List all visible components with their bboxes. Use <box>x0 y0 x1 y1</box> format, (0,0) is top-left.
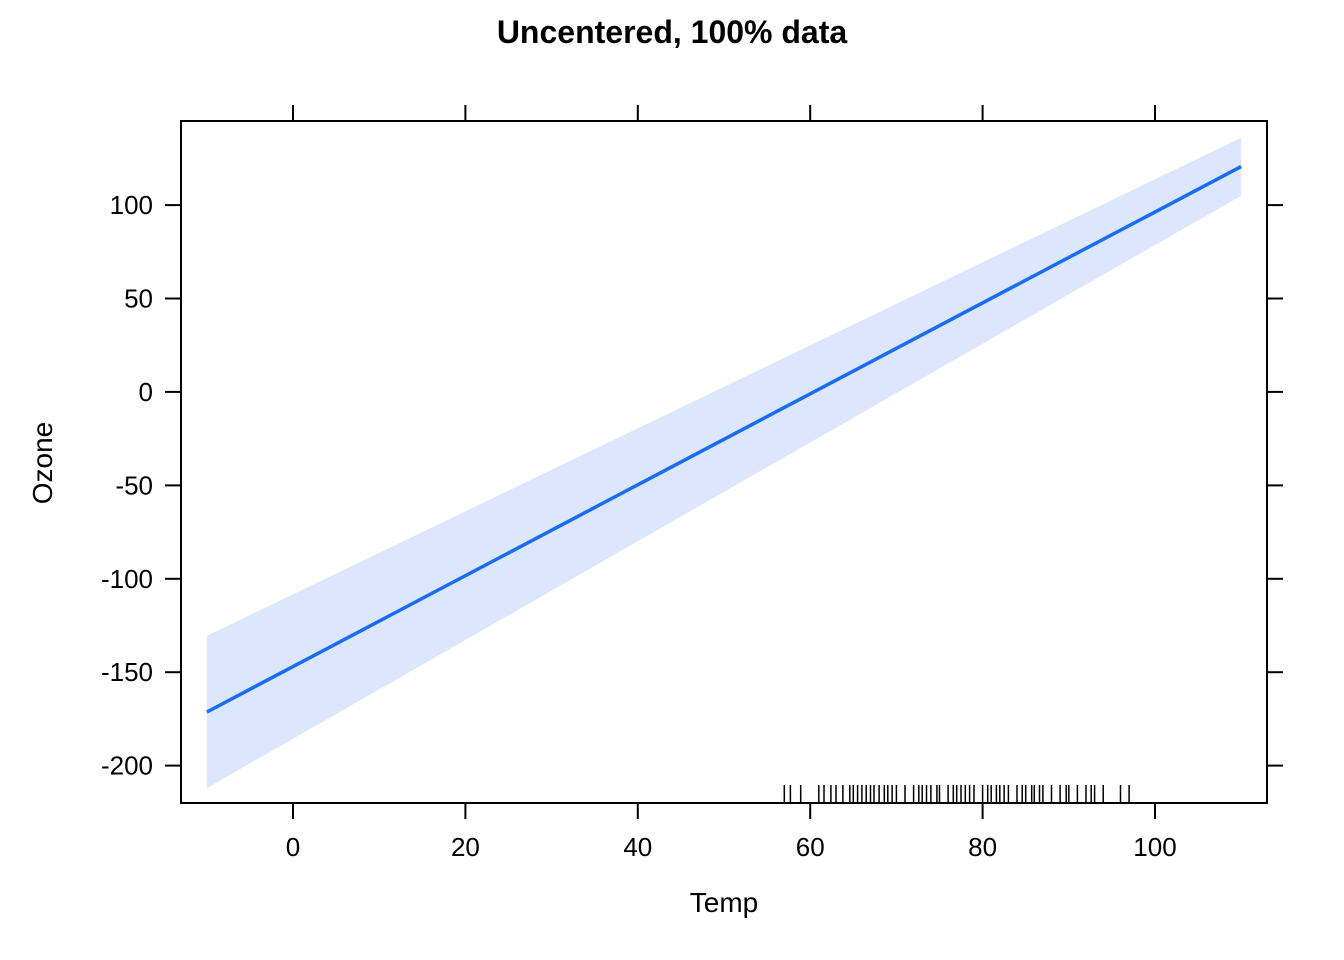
x-tick-label: 100 <box>1133 832 1176 862</box>
x-axis-label: Temp <box>690 887 758 918</box>
axes: 0 20 40 60 80 100 -200 -150 -100 -50 0 50 100 <box>101 105 1283 862</box>
y-tick-label: 50 <box>124 284 153 314</box>
y-tick-label: 100 <box>110 190 153 220</box>
x-tick-label: 0 <box>286 832 300 862</box>
x-tick-label: 80 <box>968 832 997 862</box>
x-tick-label: 60 <box>796 832 825 862</box>
chart-title: Uncentered, 100% data <box>497 14 848 50</box>
y-tick-label: -200 <box>101 751 153 781</box>
y-tick-label: 0 <box>139 377 153 407</box>
x-tick-label: 20 <box>451 832 480 862</box>
y-axis-label: Ozone <box>27 422 58 505</box>
y-tick-label: -50 <box>115 470 153 500</box>
confidence-band <box>206 137 1242 789</box>
x-tick-label: 40 <box>623 832 652 862</box>
y-tick-label: -150 <box>101 657 153 687</box>
plot-area <box>206 137 1242 803</box>
plot-frame <box>180 120 1268 804</box>
fit-line <box>206 165 1242 714</box>
y-tick-label: -100 <box>101 564 153 594</box>
